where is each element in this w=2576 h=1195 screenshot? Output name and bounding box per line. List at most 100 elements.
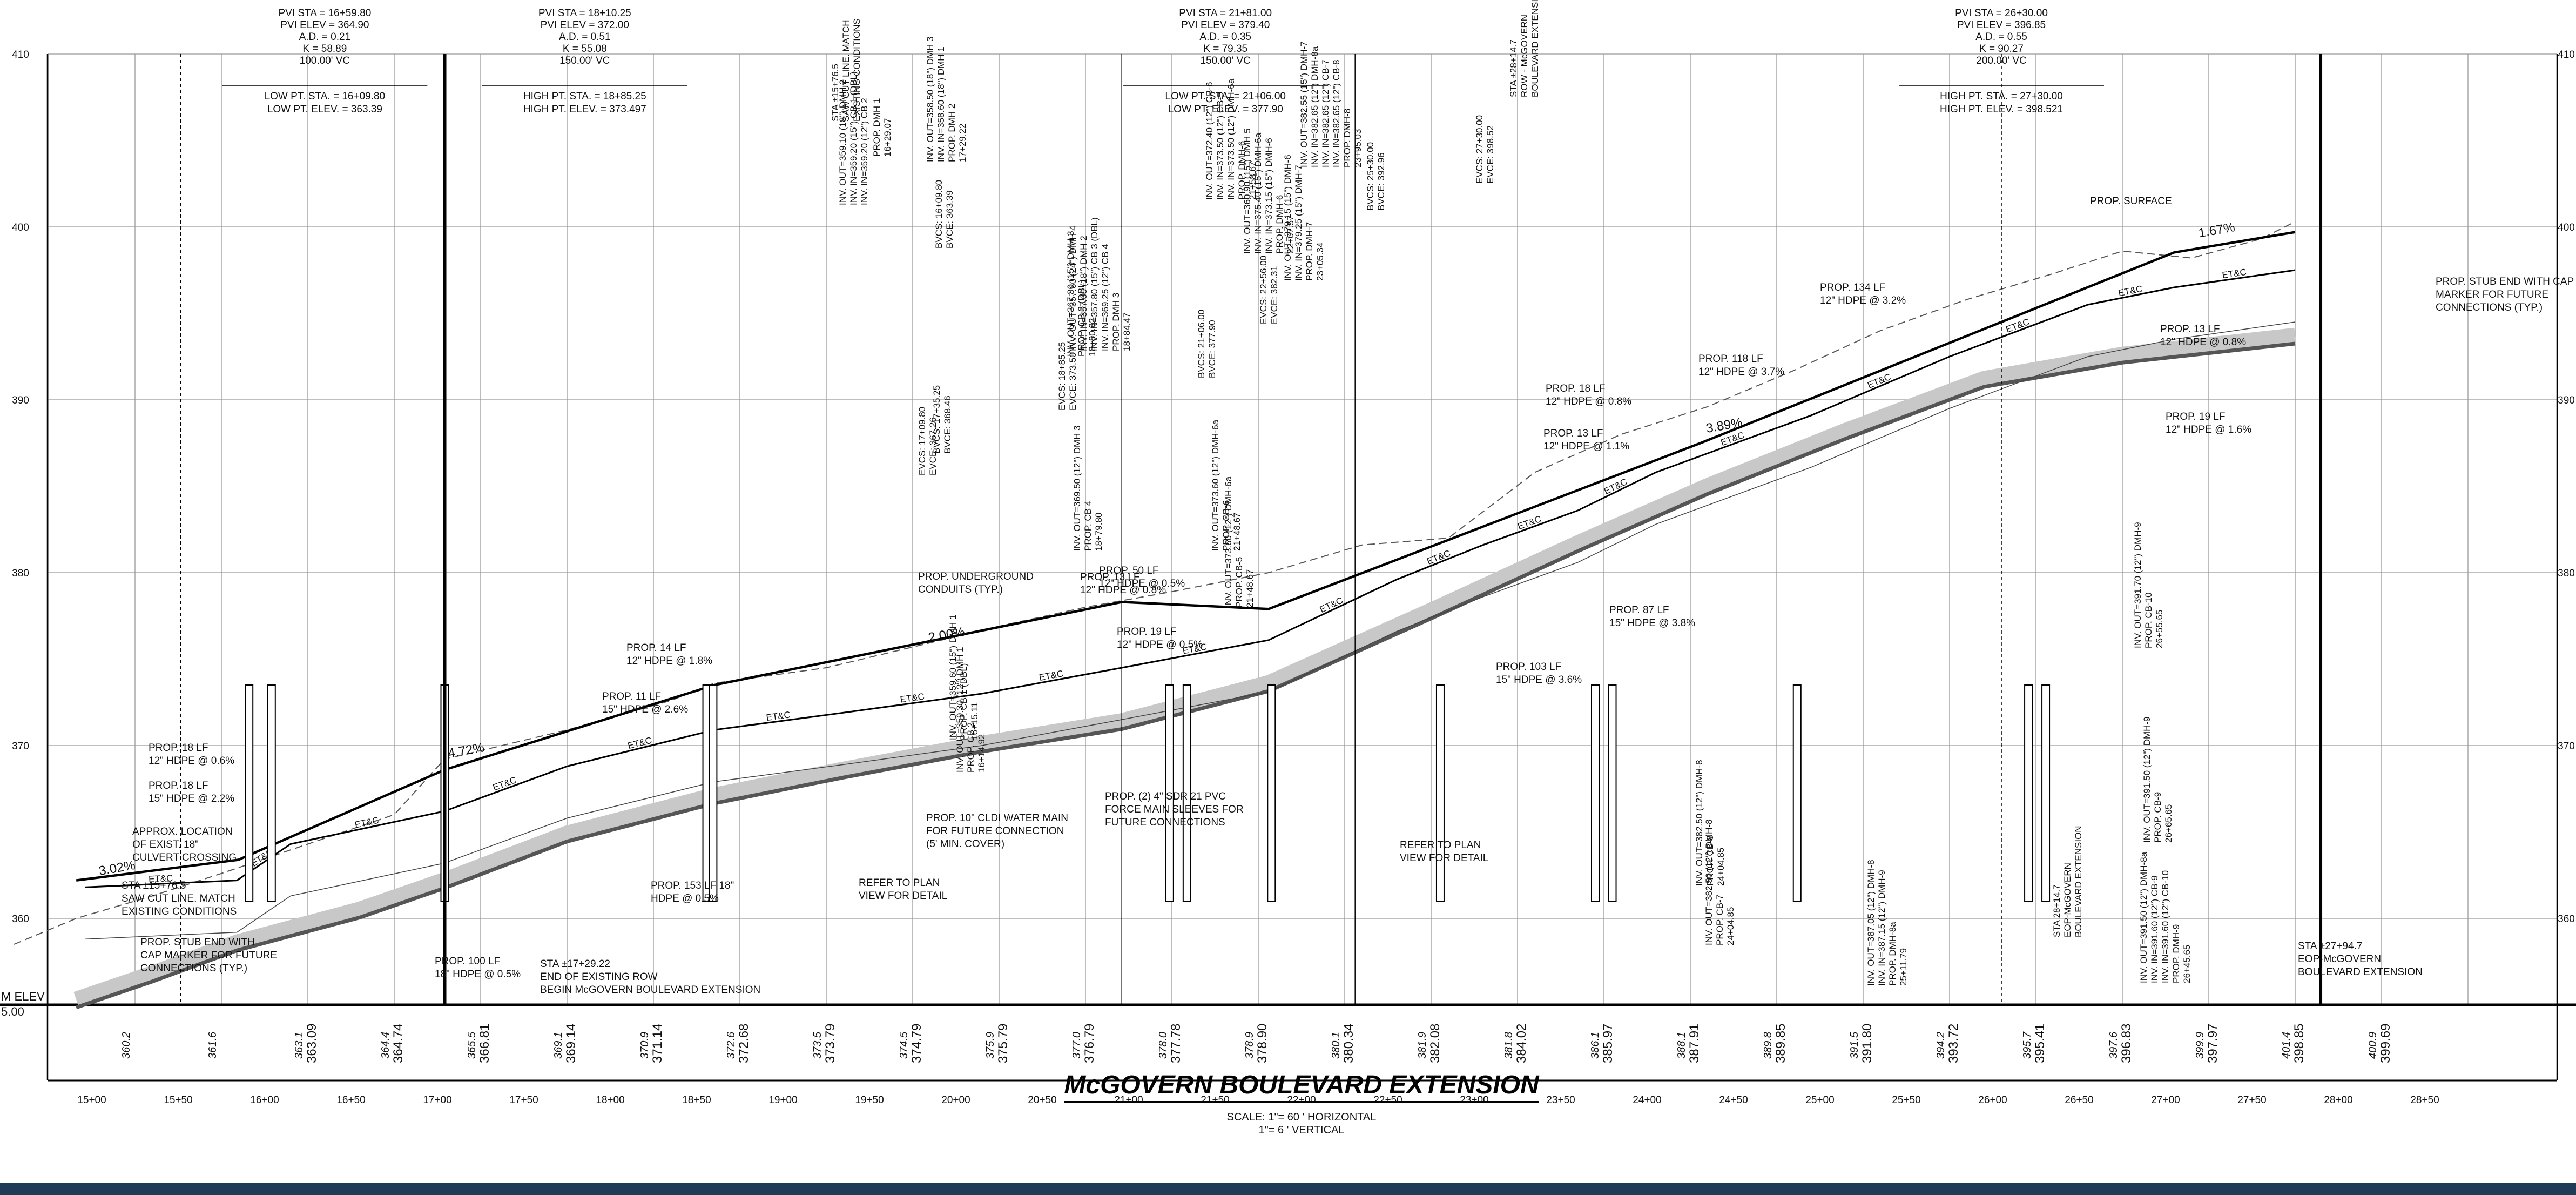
- vc-callout-line: PVI STA = 26+30.00: [1955, 8, 2048, 19]
- proposed-elev-label: 372.68: [737, 1024, 751, 1063]
- vertical-note-line: EVCE: 367.26: [928, 417, 938, 475]
- vc-point-line: HIGH PT. ELEV. = 398.521: [1940, 104, 2063, 115]
- station-label: 16+00: [250, 1095, 279, 1106]
- callout-note-line: VIEW FOR DETAIL: [1400, 852, 1488, 864]
- vertical-note-line: BVCS: 16+09.80: [934, 180, 944, 249]
- station-label: 20+00: [941, 1095, 970, 1106]
- y-tick-left: 370: [12, 741, 29, 752]
- callout-note-line: CULVERT CROSSING: [132, 852, 237, 863]
- vertical-note-line: EVCE: 382.31: [1269, 266, 1279, 324]
- callout-note-line: MARKER FOR FUTURE: [2436, 289, 2548, 300]
- station-label: 28+00: [2324, 1095, 2352, 1106]
- drainage-structure: [1435, 684, 1445, 902]
- vertical-note-line: PROP. CB-7: [1715, 895, 1725, 945]
- vertical-note-line: 26+55.65: [2154, 610, 2164, 648]
- vc-point-line: LOW PT. ELEV. = 377.90: [1168, 104, 1283, 115]
- vertical-note-line: 21+58.67: [1247, 162, 1258, 200]
- vertical-note-line: PROP. CB-6: [1221, 500, 1231, 551]
- vertical-note-line: PROP. CB-10: [2143, 592, 2154, 648]
- station-label: 17+00: [423, 1095, 451, 1106]
- callout-note-line: 15" HDPE @ 3.8%: [1609, 617, 1695, 629]
- callout-note-line: PROP. 87 LF: [1609, 605, 1669, 616]
- callout-note-line: 12" HDPE @ 0.5%: [1099, 578, 1185, 589]
- drainage-structure: [245, 684, 254, 902]
- y-tick-right: 390: [2558, 395, 2575, 406]
- vertical-note-line: INV. IN=375.40 (15") DMH-6a: [1253, 132, 1263, 254]
- vertical-note-line: ROW - McGOVERN: [1519, 15, 1529, 97]
- vertical-note-line: INV. OUT=382.50 (12") DMH-8: [1704, 819, 1714, 945]
- callout-note-line: FUTURE CONNECTIONS: [1105, 817, 1225, 828]
- callout-note-line: 12" HDPE @ 0.8%: [1546, 396, 1631, 407]
- callout-note-line: PROP. 19 LF: [2166, 411, 2226, 422]
- vertical-note-line: INV. OUT=360.90 (15") DMH 5: [1242, 128, 1252, 254]
- vertical-note-line: EXISTING CONDITIONS: [852, 18, 862, 122]
- vertical-note-line: 16+15.11: [969, 702, 980, 740]
- callout-note-line: PROP. (2) 4" SDR 21 PVC: [1105, 791, 1226, 802]
- vertical-note-line: PROP. DMH-6: [1274, 195, 1285, 254]
- proposed-elev-label: 382.08: [1428, 1024, 1442, 1063]
- vertical-note-line: INV. IN=382.65 (12") CB-8: [1331, 59, 1341, 167]
- vc-callout-line: A.D. = 0.55: [1975, 31, 2027, 43]
- drainage-structure: [1182, 684, 1191, 902]
- vc-point-line: HIGH PT. STA. = 18+85.25: [523, 91, 646, 102]
- callout-note-line: PROP. 18 LF: [149, 780, 208, 791]
- callout-note-line: CONDUITS (TYP.): [918, 584, 1003, 595]
- grade-label: 2.00%: [927, 625, 966, 645]
- callout-note-line: PROP. STUB END WITH: [140, 937, 255, 948]
- vertical-note-line: 18+79.80: [1094, 513, 1104, 551]
- callout-note-line: PROP. 13 LF: [2160, 324, 2220, 335]
- proposed-elev-label: 377.78: [1169, 1024, 1183, 1063]
- existing-elev-label: 363.1: [293, 1032, 305, 1059]
- callout-note-line: SAW CUT LINE. MATCH: [122, 893, 235, 904]
- vertical-note-line: INV. IN=382.65 (12") DMH-8a: [1310, 46, 1320, 167]
- vertical-note-line: PROP. CB 2: [966, 722, 976, 773]
- callout-note-line: STA ±27+94.7: [2298, 941, 2362, 952]
- vertical-note-line: INV. OUT=358.50 (18") DMH 3: [925, 36, 935, 162]
- vc-callout-line: 100.00' VC: [300, 55, 350, 66]
- station-label: 26+50: [2065, 1095, 2093, 1106]
- etc-label: ET&C: [149, 873, 173, 884]
- y-tick-right: 380: [2558, 568, 2575, 579]
- vertical-note-line: INV. OUT=391.50 (12") DMH-8a: [2139, 851, 2149, 983]
- station-label: 20+50: [1028, 1095, 1056, 1106]
- existing-elev-label: 360.2: [120, 1032, 132, 1059]
- existing-surface-line: [14, 221, 2296, 945]
- proposed-elev-label: 384.02: [1514, 1024, 1529, 1063]
- callout-note-line: REFER TO PLAN: [859, 877, 940, 889]
- vertical-note-line: PROP. CB-9: [2153, 792, 2163, 843]
- vc-callout-line: 200.00' VC: [1976, 55, 2026, 66]
- callout-note-line: PROP. 103 LF: [1496, 661, 1561, 673]
- station-label: 25+00: [1805, 1095, 1834, 1106]
- proposed-elev-label: 375.79: [996, 1024, 1010, 1063]
- vertical-note-line: EVCE: 398.52: [1485, 125, 1495, 184]
- callout-note-line: 12" HDPE @ 1.8%: [626, 655, 712, 667]
- elevation-axes: 360 360 370 370 380 380 390 390 400 400 410 410 M EL…: [0, 49, 2576, 1082]
- callout-note-line: 12" HDPE @ 0.5%: [1117, 639, 1203, 650]
- callout-note-line: PROP. UNDERGROUND: [918, 571, 1034, 582]
- vertical-note-line: PROP. DMH-8: [1342, 109, 1352, 167]
- existing-elev-label: 381.9: [1417, 1032, 1428, 1059]
- callout-note-line: FORCE MAIN SLEEVES FOR: [1105, 804, 1244, 815]
- vc-callout-line: A.D. = 0.51: [559, 31, 611, 43]
- proposed-elev-label: 363.09: [305, 1024, 319, 1063]
- station-label: 27+50: [2237, 1095, 2266, 1106]
- station-label: 25+50: [1892, 1095, 1920, 1106]
- existing-elev-label: 380.1: [1330, 1032, 1342, 1059]
- callout-note-line: BEGIN McGOVERN BOULEVARD EXTENSION: [540, 984, 760, 996]
- vc-callout-line: PVI ELEV = 396.85: [1957, 19, 2046, 31]
- proposed-elev-label: 378.90: [1255, 1024, 1270, 1063]
- proposed-elev-label: 397.97: [2206, 1024, 2220, 1063]
- proposed-elev-label: 396.83: [2119, 1024, 2134, 1063]
- proposed-elev-label: 385.97: [1601, 1024, 1615, 1063]
- proposed-elev-label: 376.79: [1082, 1024, 1097, 1063]
- vertical-note-line: INV. IN=373.50 (12") CB-5: [1215, 92, 1225, 200]
- existing-elev-label: 378.9: [1244, 1032, 1256, 1059]
- vertical-note-line: INV. IN=358.60 (18") DMH 1: [936, 46, 946, 162]
- vertical-note-line: 22+07.57: [1285, 216, 1296, 254]
- existing-elev-label: 394.2: [1935, 1032, 1947, 1059]
- vertical-note-line: INV. IN=359.20 (12") CB 2: [859, 98, 869, 205]
- existing-elev-label: 375.9: [984, 1032, 996, 1059]
- station-label: 19+00: [768, 1095, 797, 1106]
- drainage-structure: [267, 684, 276, 902]
- vc-callout-line: PVI ELEV = 372.00: [541, 19, 629, 31]
